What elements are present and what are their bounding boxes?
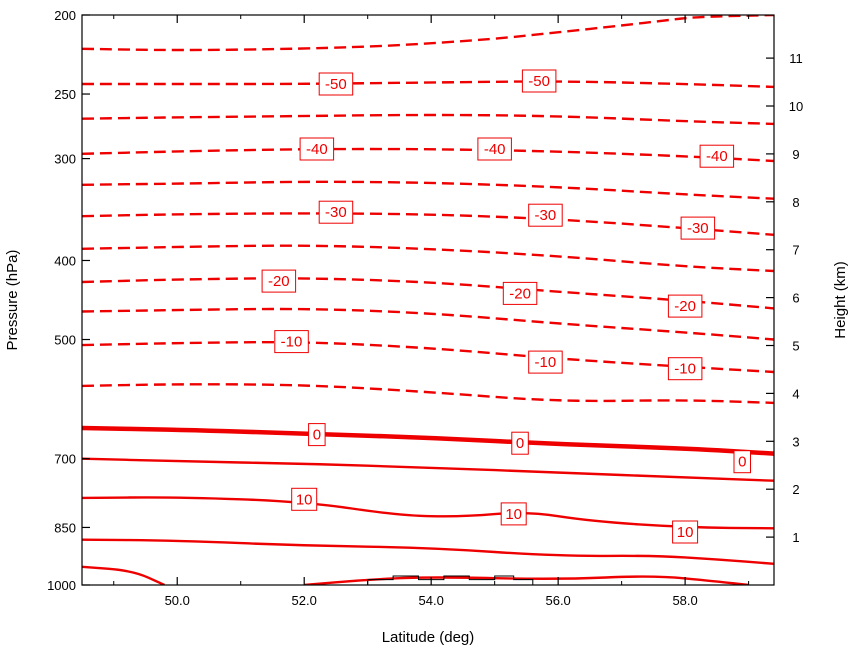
contour-label: 0 xyxy=(738,454,746,471)
contour-line xyxy=(82,147,774,163)
y-tick-label: 1000 xyxy=(47,578,76,593)
right-y-tick-label: 6 xyxy=(792,291,799,306)
y-tick-label: 850 xyxy=(54,520,76,535)
contour-label: -10 xyxy=(535,354,557,371)
contour-label-box xyxy=(672,520,699,544)
contour-label: -40 xyxy=(306,141,328,158)
contour-label: 0 xyxy=(313,427,321,444)
contour-label-box xyxy=(274,330,309,354)
contour-line xyxy=(82,340,774,374)
contour-label-box xyxy=(502,281,538,305)
contour-label-box xyxy=(699,144,735,168)
contour-lines xyxy=(82,15,774,585)
contour-label-box xyxy=(477,137,512,161)
contour-label: 10 xyxy=(296,491,313,508)
contour-label: -30 xyxy=(535,207,557,224)
contour-label-box xyxy=(667,294,703,318)
contour-line xyxy=(82,496,774,530)
contour-label: -10 xyxy=(674,361,696,378)
right-y-tick-label: 3 xyxy=(792,434,799,449)
contour-label-box xyxy=(528,203,563,227)
contour-line xyxy=(304,575,749,585)
contour-label: 10 xyxy=(677,524,694,541)
x-tick-label: 50.0 xyxy=(165,593,190,608)
contour-line xyxy=(82,425,774,456)
terrain-outline xyxy=(367,575,534,585)
right-y-tick-label: 5 xyxy=(792,339,799,354)
y-tick-label: 500 xyxy=(54,333,76,348)
contour-label: -10 xyxy=(281,334,303,351)
contour-label-box xyxy=(500,502,527,526)
right-y-tick-label: 9 xyxy=(792,147,799,162)
contour-line xyxy=(82,15,774,52)
contour-line xyxy=(82,457,774,482)
x-tick-label: 56.0 xyxy=(545,593,570,608)
right-y-tick-label: 7 xyxy=(792,243,799,258)
contour-label-box xyxy=(291,487,318,511)
y-tick-label: 300 xyxy=(54,152,76,167)
terrain xyxy=(367,575,534,585)
y-axis-title: Pressure (hPa) xyxy=(4,250,21,351)
contour-line xyxy=(82,307,774,341)
right-y-tick-label: 2 xyxy=(792,482,799,497)
contour-label-box xyxy=(680,216,716,240)
contour-line xyxy=(82,113,774,126)
contour-line xyxy=(82,244,774,273)
contour-label-box xyxy=(733,450,751,474)
contour-label-box xyxy=(521,69,557,93)
x-tick-label: 52.0 xyxy=(292,593,317,608)
contour-label: -40 xyxy=(484,141,506,158)
right-y-tick-label: 11 xyxy=(789,51,803,66)
contour-label-box xyxy=(299,137,335,161)
contour-label: -30 xyxy=(325,204,347,221)
x-tick-label: 58.0 xyxy=(672,593,697,608)
contour-label: -30 xyxy=(687,220,709,237)
contour-label-box xyxy=(318,72,354,96)
x-tick-label: 54.0 xyxy=(419,593,444,608)
y-tick-label: 250 xyxy=(54,87,76,102)
y-tick-label: 700 xyxy=(54,452,76,467)
contour-label: 0 xyxy=(516,435,524,452)
contour-line xyxy=(82,538,774,565)
contour-label: 10 xyxy=(505,506,522,523)
contour-line xyxy=(82,565,165,585)
right-y-tick-label: 8 xyxy=(792,195,799,210)
plot-frame xyxy=(81,14,775,586)
contour-label-box xyxy=(667,357,703,381)
right-y-tick-label: 4 xyxy=(792,386,799,401)
right-y-axis-title: Height (km) xyxy=(832,261,849,339)
contour-label: -20 xyxy=(268,273,290,290)
contour-label-box xyxy=(308,423,326,447)
contour-label: -20 xyxy=(674,298,696,315)
contour-label: -50 xyxy=(325,76,347,93)
contour-line xyxy=(82,180,774,200)
contour-label-box xyxy=(511,431,529,455)
contour-label-box xyxy=(261,269,297,293)
contour-labels: -50 -50 -40 -40 -40 -30 -30 -30 -20 -20 -20 -10 -10 -… xyxy=(261,69,751,544)
contour-label: -20 xyxy=(509,285,531,302)
contour-line xyxy=(82,212,774,236)
contour-label-box xyxy=(318,200,354,224)
contour-line xyxy=(82,80,774,89)
contour-label: -50 xyxy=(528,73,550,90)
contour-label: -40 xyxy=(706,148,728,165)
y-tick-label: 200 xyxy=(54,8,76,23)
y-tick-label: 400 xyxy=(54,253,76,268)
contour-label-box xyxy=(528,350,563,374)
right-y-tick-label: 1 xyxy=(792,530,799,545)
contour-line xyxy=(82,383,774,405)
right-y-tick-label: 10 xyxy=(789,99,803,114)
x-axis-title: Latitude (deg) xyxy=(382,629,475,646)
contour-line xyxy=(82,277,774,310)
axes: 50.0 52.0 54.0 56.0 58.020025030040050070085… xyxy=(47,8,803,608)
